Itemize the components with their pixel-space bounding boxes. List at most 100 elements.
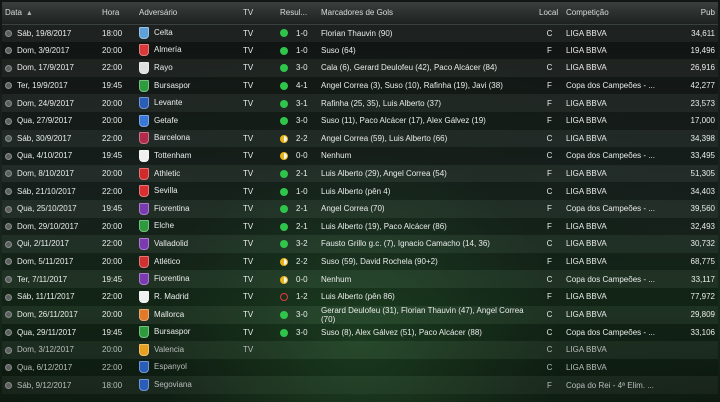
fixture-competition[interactable]: Copa dos Campeões - ... [566,274,655,284]
fixture-opponent[interactable]: Bursaspor [154,327,191,337]
fixture-competition[interactable]: LIGA BBVA [566,169,607,179]
fixture-score[interactable]: 3-0 [296,63,308,73]
fixture-opponent[interactable]: Athletic [154,168,181,178]
fixture-row[interactable]: Ter, 19/9/2017 19:45 Bursaspor TV 4-1 Angel C… [2,76,718,95]
fixture-score[interactable]: 2-1 [296,204,308,214]
fixture-opponent-cell[interactable]: Valladolid [136,235,240,253]
fixture-competition[interactable]: Copa dos Campeões - ... [566,327,655,337]
fixture-opponent-cell[interactable]: Rayo [136,59,240,77]
fixture-competition[interactable]: LIGA BBVA [566,221,607,231]
fixture-row[interactable]: Sáb, 21/10/2017 22:00 Sevilla TV 1-0 Luis Alb… [2,182,718,200]
fixture-opponent[interactable]: Valladolid [154,239,189,249]
fixture-opponent[interactable]: Valencia [154,345,185,354]
col-header-venue[interactable]: Local [536,2,563,25]
fixture-row[interactable]: Dom, 5/11/2017 20:00 Atlético TV 2-2 Suso (59… [2,252,718,271]
fixture-opponent[interactable]: Sevilla [154,186,178,196]
fixture-opponent-cell[interactable]: Almería [136,42,240,60]
fixture-result-cell[interactable]: 3-0 [277,324,318,342]
fixture-result-cell[interactable]: 1-0 [277,182,318,200]
fixture-competition[interactable]: Copa dos Campeões - ... [566,204,655,214]
fixture-result-cell[interactable]: 3-0 [277,306,318,324]
fixture-score[interactable]: 1-0 [296,28,308,38]
fixture-opponent-cell[interactable]: Tottenham [136,147,240,165]
fixture-opponent-cell[interactable]: Espanyol [136,359,240,377]
fixture-opponent-cell[interactable]: Athletic [136,165,240,183]
fixture-result-cell[interactable]: 2-2 [277,253,318,271]
fixture-opponent[interactable]: Elche [154,221,175,231]
fixture-opponent-cell[interactable]: Valencia [136,341,240,359]
fixture-score[interactable]: 0-0 [296,274,308,284]
fixture-score[interactable]: 2-2 [296,257,308,267]
fixture-result-cell[interactable]: 2-1 [277,200,318,218]
fixture-competition[interactable]: LIGA BBVA [566,257,607,267]
fixture-row[interactable]: Qua, 6/12/2017 22:00 Espanyol C LIGA BBVA [2,358,718,377]
fixture-score[interactable]: 3-0 [296,116,308,126]
fixture-row[interactable]: Qui, 2/11/2017 22:00 Valladolid TV 3-2 Fausto… [2,235,718,253]
fixture-score[interactable]: 3-0 [296,327,308,337]
fixture-row[interactable]: Sáb, 30/9/2017 22:00 Barcelona TV 2-2 Angel C… [2,129,718,148]
fixture-competition[interactable]: LIGA BBVA [566,28,607,38]
fixture-result-cell[interactable] [277,376,318,394]
fixture-row[interactable]: Dom, 24/9/2017 20:00 Levante TV 3-1 Rafinha (… [2,94,718,112]
col-header-competition[interactable]: Competição [563,2,671,25]
fixture-opponent[interactable]: Almería [154,45,182,55]
fixture-result-cell[interactable]: 2-2 [277,130,318,148]
fixture-competition[interactable]: LIGA BBVA [566,98,607,108]
fixture-competition[interactable]: LIGA BBVA [566,133,607,143]
fixture-score[interactable]: 3-1 [296,98,308,108]
col-header-opponent[interactable]: Adversário [136,2,240,25]
fixture-competition[interactable]: LIGA BBVA [566,239,607,249]
fixture-score[interactable]: 3-2 [296,239,308,249]
fixture-opponent[interactable]: R. Madrid [154,291,189,301]
fixture-row[interactable]: Dom, 29/10/2017 20:00 Elche TV 2-1 Luis Alber… [2,217,718,236]
fixture-competition[interactable]: LIGA BBVA [566,345,607,355]
col-header-attendance[interactable]: Pub [671,2,718,25]
fixture-opponent[interactable]: Getafe [154,115,179,125]
fixture-score[interactable]: 1-0 [296,45,308,55]
fixture-opponent[interactable]: Fiorentina [154,203,190,213]
fixture-row[interactable]: Sáb, 11/11/2017 22:00 R. Madrid TV 1-2 Luis A… [2,287,718,306]
fixture-opponent-cell[interactable]: Levante [136,94,240,112]
fixture-row[interactable]: Dom, 8/10/2017 20:00 Athletic TV 2-1 Luis Alb… [2,164,718,183]
fixture-score[interactable]: 0-0 [296,151,308,161]
fixture-result-cell[interactable]: 0-0 [277,147,318,165]
fixture-competition[interactable]: LIGA BBVA [566,45,607,55]
fixture-competition[interactable]: LIGA BBVA [566,292,607,302]
fixture-opponent[interactable]: Segoviana [154,380,192,390]
fixture-score[interactable]: 2-1 [296,169,308,179]
fixture-opponent[interactable]: Celta [154,28,173,38]
fixture-result-cell[interactable]: 3-2 [277,235,318,253]
fixture-result-cell[interactable] [277,341,318,359]
fixture-competition[interactable]: LIGA BBVA [566,310,607,319]
fixture-result-cell[interactable]: 4-1 [277,77,318,95]
fixture-opponent-cell[interactable]: Fiorentina [136,270,240,288]
fixture-opponent[interactable]: Tottenham [154,151,192,161]
fixture-competition[interactable]: LIGA BBVA [566,116,607,126]
fixture-competition[interactable]: LIGA BBVA [566,186,607,196]
fixture-score[interactable]: 2-1 [296,221,308,231]
fixture-row[interactable]: Ter, 7/11/2017 19:45 Fiorentina TV 0-0 Nenhum… [2,270,718,288]
fixture-row[interactable]: Qua, 27/9/2017 20:00 Getafe 3-0 Suso (11), P… [2,111,718,130]
fixture-result-cell[interactable]: 0-0 [277,270,318,288]
col-header-result[interactable]: Resul... [277,2,318,25]
col-header-date[interactable]: Data ▲ [2,2,99,25]
fixture-competition[interactable]: Copa dos Campeões - ... [566,81,655,91]
fixture-row[interactable]: Qua, 25/10/2017 19:45 Fiorentina TV 2-1 Angel… [2,199,718,218]
col-header-tv[interactable]: TV [240,2,277,25]
fixture-opponent-cell[interactable]: Atlético [136,253,240,271]
fixture-competition[interactable]: Copa dos Campeões - ... [566,151,655,161]
fixture-opponent[interactable]: Bursaspor [154,80,191,90]
fixture-score[interactable]: 3-0 [296,310,308,319]
fixture-opponent[interactable]: Atlético [154,256,181,266]
fixture-result-cell[interactable]: 3-0 [277,59,318,77]
fixture-row[interactable]: Sáb, 9/12/2017 18:00 Segoviana F Copa do Rei… [2,376,718,394]
fixture-opponent-cell[interactable]: Barcelona [136,130,240,148]
fixture-row[interactable]: Sáb, 19/8/2017 18:00 Celta TV 1-0 Florian Tha… [2,24,718,42]
fixture-opponent[interactable]: Espanyol [154,362,187,372]
fixture-result-cell[interactable]: 1-0 [277,24,318,42]
fixture-score[interactable]: 2-2 [296,133,308,143]
fixture-result-cell[interactable]: 2-1 [277,165,318,183]
fixture-competition[interactable]: LIGA BBVA [566,63,607,73]
col-header-scorers[interactable]: Marcadores de Gols [318,2,536,25]
fixture-opponent[interactable]: Fiorentina [154,274,190,284]
